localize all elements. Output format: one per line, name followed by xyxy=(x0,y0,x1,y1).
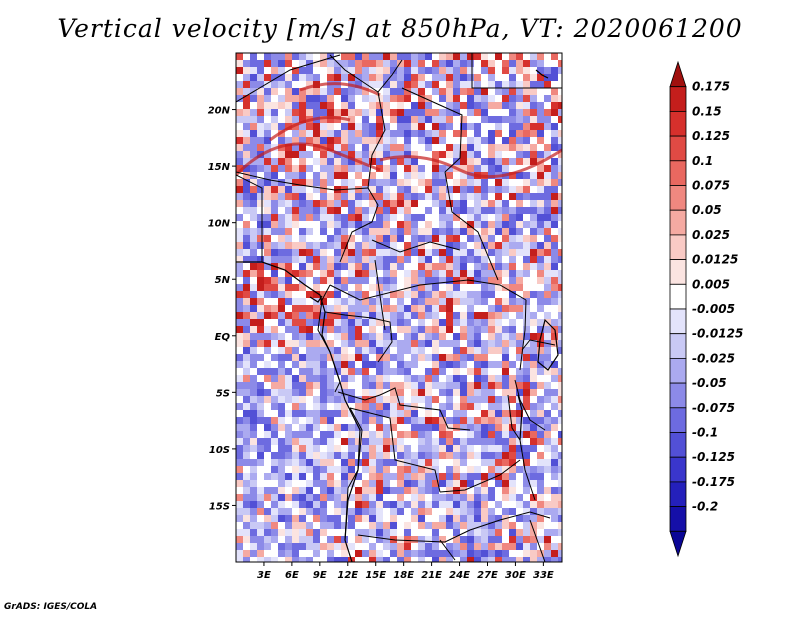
x-axis: 3E 6E 9E 12E 15E 18E 21E 24E 27E 30E 33E xyxy=(257,562,554,581)
colorbar-label: 0.175 xyxy=(692,80,730,94)
x-tick-label: 9E xyxy=(313,570,327,581)
colorbar-label: -0.1 xyxy=(692,426,718,440)
colorbar-bin xyxy=(669,382,687,409)
colorbar-bin xyxy=(669,160,687,186)
colorbar-bin xyxy=(669,259,687,285)
x-tick-label: 30E xyxy=(505,570,526,581)
credit-label: GrADS: IGES/COLA xyxy=(4,602,98,612)
y-tick-label: 5N xyxy=(215,275,231,286)
colorbar-label: -0.005 xyxy=(692,302,735,316)
x-tick-label: 12E xyxy=(337,570,358,581)
colorbar-label: -0.0125 xyxy=(692,327,743,341)
colorbar-label: -0.2 xyxy=(692,500,718,514)
colorbar-label: -0.025 xyxy=(692,351,735,365)
colorbar-label: 0.005 xyxy=(692,277,730,291)
x-tick-label: 15E xyxy=(365,570,386,581)
colorbar-bin xyxy=(669,209,687,236)
y-tick-label: EQ xyxy=(215,332,231,343)
colorbar-bin xyxy=(669,481,687,507)
colorbar-label: 0.05 xyxy=(692,203,722,217)
colorbar-label: 0.125 xyxy=(692,129,730,143)
colorbar-min-triangle xyxy=(669,530,687,558)
colorbar-label: -0.05 xyxy=(692,376,727,390)
colorbar-bin xyxy=(669,308,687,335)
colorbar-label: 0.075 xyxy=(692,179,730,193)
colorbar-bin xyxy=(669,357,687,384)
colorbar-bin xyxy=(669,456,687,483)
country-borders xyxy=(236,53,562,562)
colorbar-label: -0.075 xyxy=(692,401,735,415)
colorbar-bin xyxy=(669,234,687,260)
colorbar-label: 0.025 xyxy=(692,228,730,242)
colorbar-bin xyxy=(669,506,687,532)
colorbar-bin xyxy=(669,185,687,211)
x-tick-label: 24E xyxy=(449,570,470,581)
x-tick-label: 6E xyxy=(285,570,299,581)
x-tick-label: 33E xyxy=(533,570,554,581)
velocity-field xyxy=(236,53,562,562)
y-tick-label: 10N xyxy=(208,219,231,230)
colorbar-bin xyxy=(669,333,687,359)
y-axis: 20N 15N 10N 5N EQ 5S 10S 15S xyxy=(208,106,236,512)
colorbar: 0.175 0.15 0.125 0.1 0.075 0.05 0.025 0.0125 0.0… xyxy=(669,60,743,558)
colorbar-label: -0.175 xyxy=(692,475,735,489)
y-tick-label: 15N xyxy=(208,162,231,173)
colorbar-bin xyxy=(669,86,687,112)
y-tick-label: 5S xyxy=(216,388,230,399)
x-tick-label: 3E xyxy=(257,570,271,581)
colorbar-bin xyxy=(669,283,687,310)
colorbar-max-triangle xyxy=(669,60,687,88)
coastline xyxy=(236,69,559,562)
colorbar-bin xyxy=(669,135,687,162)
colorbar-bin xyxy=(669,407,687,433)
colorbar-label: -0.125 xyxy=(692,450,735,464)
x-tick-label: 27E xyxy=(477,570,498,581)
x-tick-label: 21E xyxy=(421,570,442,581)
colorbar-label: 0.0125 xyxy=(692,253,738,267)
x-tick-label: 18E xyxy=(393,570,414,581)
colorbar-bin xyxy=(669,432,687,458)
chart-title: Vertical velocity [m/s] at 850hPa, VT: 2… xyxy=(57,14,743,43)
colorbar-bin xyxy=(669,111,687,137)
y-tick-label: 15S xyxy=(209,501,230,512)
y-tick-label: 10S xyxy=(209,445,230,456)
colorbar-label: 0.15 xyxy=(692,104,722,118)
y-tick-label: 20N xyxy=(208,106,231,117)
map-frame xyxy=(235,52,563,563)
colorbar-label: 0.1 xyxy=(692,154,713,168)
